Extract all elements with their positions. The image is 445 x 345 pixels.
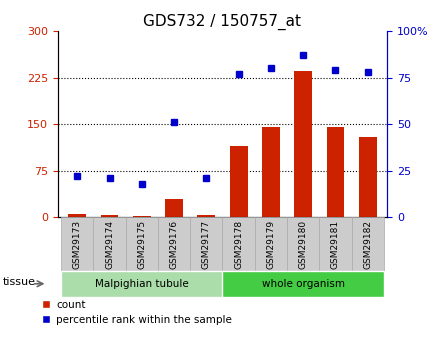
Bar [320, 217, 352, 271]
Text: GSM29179: GSM29179 [267, 219, 275, 269]
Text: GSM29174: GSM29174 [105, 219, 114, 269]
Bar [359, 137, 376, 217]
Bar [125, 217, 158, 271]
Bar [101, 216, 118, 217]
Bar [327, 127, 344, 217]
Bar [222, 271, 384, 297]
Legend: count, percentile rank within the sample: count, percentile rank within the sample [41, 299, 232, 325]
Text: GSM29176: GSM29176 [170, 219, 178, 269]
Bar [198, 216, 215, 217]
Text: whole organism: whole organism [262, 279, 345, 289]
Bar [230, 146, 247, 217]
Text: GSM29181: GSM29181 [331, 219, 340, 269]
Bar [165, 199, 183, 217]
Title: GDS732 / 150757_at: GDS732 / 150757_at [143, 13, 302, 30]
Bar [352, 217, 384, 271]
Bar [222, 217, 255, 271]
Text: GSM29180: GSM29180 [299, 219, 307, 269]
Bar [158, 217, 190, 271]
Text: GSM29175: GSM29175 [138, 219, 146, 269]
Bar [133, 216, 151, 217]
Text: GSM29178: GSM29178 [234, 219, 243, 269]
Bar [262, 127, 280, 217]
Text: GSM29182: GSM29182 [363, 219, 372, 269]
Text: GSM29177: GSM29177 [202, 219, 211, 269]
Bar [287, 217, 320, 271]
Text: tissue: tissue [3, 277, 36, 287]
Bar [93, 217, 125, 271]
Bar [69, 214, 86, 217]
Bar [190, 217, 222, 271]
Bar [294, 71, 312, 217]
Bar [61, 271, 222, 297]
Bar [255, 217, 287, 271]
Text: GSM29173: GSM29173 [73, 219, 82, 269]
Text: Malpighian tubule: Malpighian tubule [95, 279, 189, 289]
Bar [61, 217, 93, 271]
